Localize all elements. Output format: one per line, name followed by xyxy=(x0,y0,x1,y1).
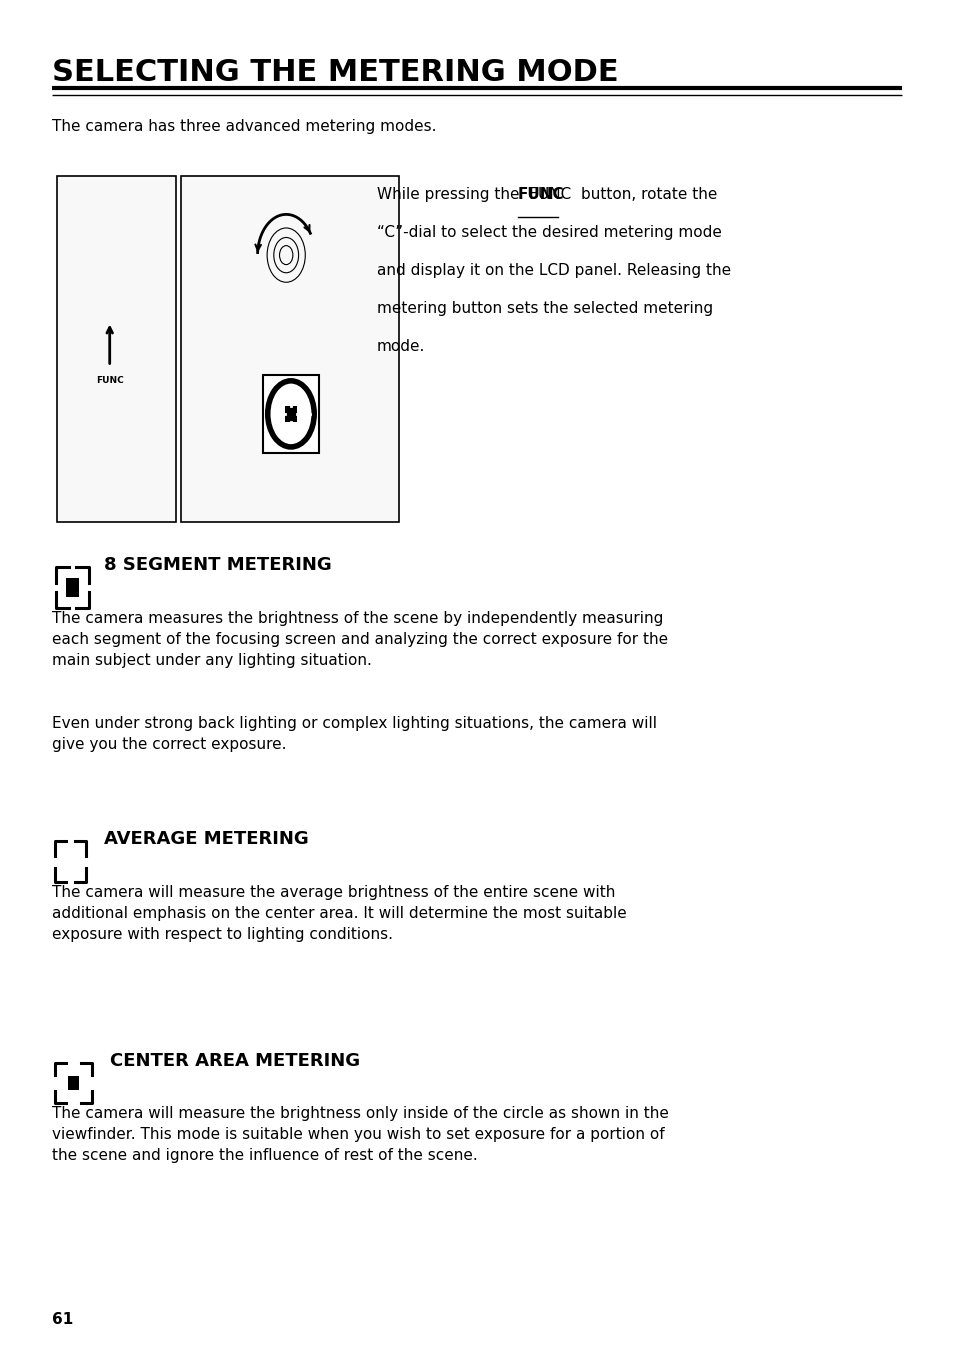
Text: While pressing the  FUNC  button, rotate the: While pressing the FUNC button, rotate t… xyxy=(376,187,717,202)
Text: CENTER AREA METERING: CENTER AREA METERING xyxy=(110,1052,359,1069)
Bar xyxy=(66,578,79,597)
Text: AVERAGE METERING: AVERAGE METERING xyxy=(104,830,309,848)
Text: mode.: mode. xyxy=(376,339,425,354)
Text: The camera will measure the average brightness of the entire scene with
addition: The camera will measure the average brig… xyxy=(52,885,626,942)
Text: The camera measures the brightness of the scene by independently measuring
each : The camera measures the brightness of th… xyxy=(52,611,668,668)
Bar xyxy=(69,1076,78,1090)
Bar xyxy=(285,406,296,422)
Bar xyxy=(181,176,398,522)
Text: and display it on the LCD panel. Releasing the: and display it on the LCD panel. Releasi… xyxy=(376,263,730,278)
Text: SELECTING THE METERING MODE: SELECTING THE METERING MODE xyxy=(52,58,618,87)
Text: FUNC: FUNC xyxy=(517,187,564,202)
Text: Even under strong back lighting or complex lighting situations, the camera will
: Even under strong back lighting or compl… xyxy=(52,716,657,753)
Bar xyxy=(263,375,318,453)
Text: 8 SEGMENT METERING: 8 SEGMENT METERING xyxy=(104,556,332,574)
Bar xyxy=(57,176,176,522)
Text: The camera will measure the brightness only inside of the circle as shown in the: The camera will measure the brightness o… xyxy=(52,1106,669,1163)
Text: 61: 61 xyxy=(52,1312,73,1327)
Text: “C”-dial to select the desired metering mode: “C”-dial to select the desired metering … xyxy=(376,225,721,240)
Text: The camera has three advanced metering modes.: The camera has three advanced metering m… xyxy=(52,119,436,134)
Text: metering button sets the selected metering: metering button sets the selected meteri… xyxy=(376,301,712,316)
Text: FUNC: FUNC xyxy=(95,376,124,385)
